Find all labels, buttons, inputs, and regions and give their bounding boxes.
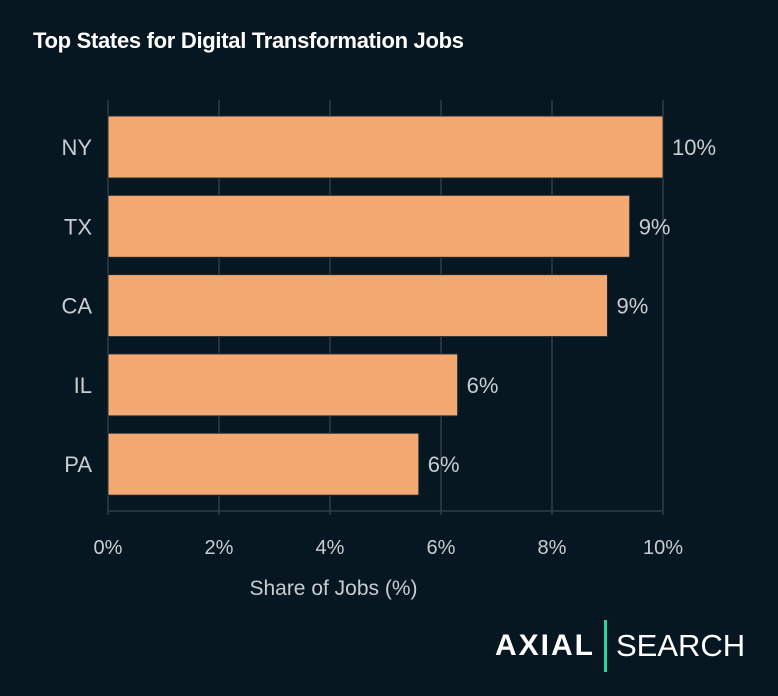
- x-tick-label: 10%: [643, 537, 683, 559]
- logo-axial: AXIAL: [495, 629, 595, 662]
- bar-pa: [107, 432, 420, 496]
- data-label: 10%: [672, 135, 716, 160]
- bar-tx: [107, 194, 631, 258]
- x-tick-label: 8%: [538, 537, 567, 559]
- y-tick-label: IL: [74, 373, 92, 398]
- bar-il: [107, 353, 459, 417]
- y-tick-label: NY: [61, 135, 92, 160]
- y-tick-label: PA: [64, 452, 92, 477]
- x-tick-label: 4%: [316, 537, 345, 559]
- y-tick-label: TX: [64, 214, 92, 239]
- bar-chart: 0% 2% 4% 6% 8% 10% NY 10% TX 9% CA 9% IL 6% PA 6% Share …: [61, 100, 716, 600]
- data-label: 6%: [467, 373, 499, 398]
- data-label: 9%: [639, 214, 671, 239]
- data-label: 9%: [617, 294, 649, 319]
- x-tick-label: 0%: [94, 537, 123, 559]
- x-tick-label: 2%: [205, 537, 234, 559]
- y-tick-label: CA: [61, 294, 92, 319]
- bar-ca: [107, 274, 608, 338]
- x-axis-label: Share of Jobs (%): [249, 577, 417, 600]
- logo-divider: [604, 620, 607, 672]
- data-label: 6%: [428, 452, 460, 477]
- chart-title: Top States for Digital Transformation Jo…: [33, 28, 464, 53]
- x-tick-label: 6%: [427, 537, 456, 559]
- logo-search: SEARCH: [616, 628, 746, 663]
- bar-ny: [107, 115, 664, 179]
- axial-search-logo: AXIAL SEARCH: [495, 620, 745, 672]
